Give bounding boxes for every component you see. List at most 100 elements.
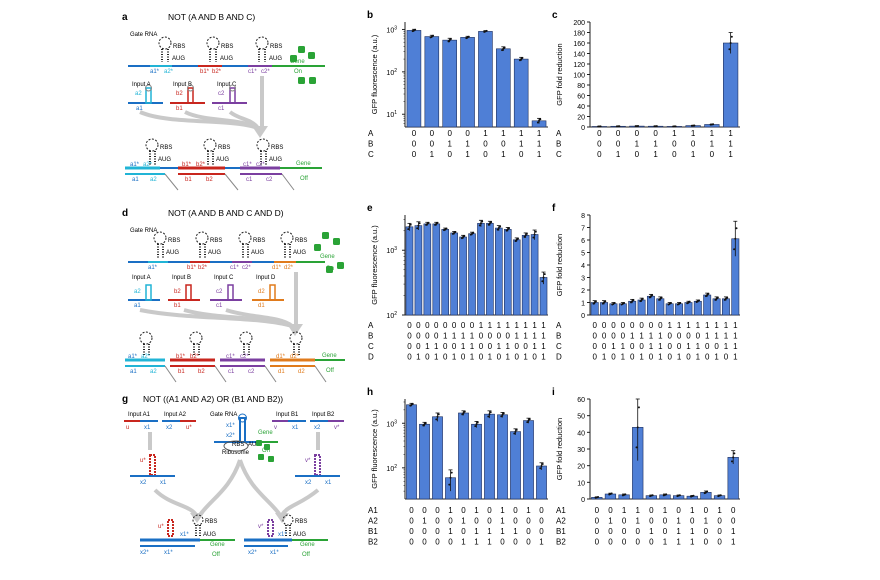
seg-label: c2 [216, 289, 223, 295]
bar [684, 302, 693, 316]
seg-label: a1* [150, 69, 160, 75]
aug-label: AUG [269, 56, 282, 62]
row-value: 1 [532, 332, 537, 341]
seg-label: b2* [198, 265, 208, 271]
data-point [448, 483, 451, 486]
seg-label: a2 [150, 177, 157, 183]
row-value: 0 [611, 353, 616, 362]
seg-label: x1 [325, 480, 332, 486]
row-value: 0 [649, 517, 654, 526]
gene-label: Gene [290, 59, 305, 65]
row-label: A1 [368, 506, 378, 515]
data-point [594, 300, 597, 303]
seg-label: d2 [298, 369, 305, 375]
row-value: 1 [611, 342, 616, 351]
data-point [461, 413, 464, 416]
row-value: 1 [672, 129, 677, 138]
row-value: 1 [519, 140, 524, 149]
bar [406, 30, 422, 128]
row-value: 1 [676, 527, 681, 536]
bar [675, 303, 684, 316]
row-value: 0 [422, 538, 427, 547]
gene-label: Gene [300, 542, 315, 548]
row-label: D [368, 353, 374, 362]
aug-label: AUG [166, 250, 179, 256]
row-value: 0 [595, 517, 600, 526]
row-value: 0 [448, 538, 453, 547]
row-value: 1 [537, 129, 542, 138]
row-value: 0 [465, 129, 470, 138]
data-point [712, 123, 715, 126]
data-point [523, 235, 526, 238]
row-value: 0 [676, 506, 681, 515]
data-point [496, 228, 499, 231]
row-value: 0 [409, 538, 414, 547]
bar [486, 223, 494, 316]
data-point [688, 300, 691, 303]
row-value: 1 [724, 321, 729, 330]
panel-g-complex-right: RBS AUG v* x1* x2* x1* Gene Off [244, 514, 328, 558]
input-c-strand: c2 c1 [212, 84, 247, 112]
bar [468, 233, 476, 316]
seg-label: b1* [187, 265, 197, 271]
row-value: 0 [532, 353, 537, 362]
row-value: 0 [425, 332, 430, 341]
off-label: Off [326, 368, 334, 374]
y-tick-label: 7 [581, 226, 585, 233]
row-value: 1 [653, 140, 658, 149]
row-value: 0 [630, 342, 635, 351]
row-value: 1 [541, 332, 546, 341]
data-point [427, 221, 430, 224]
data-point [733, 248, 736, 251]
seg-label: c1 [218, 106, 225, 112]
row-value: 1 [636, 506, 641, 515]
row-label: B [368, 332, 373, 341]
y-tick-label: 102 [386, 464, 397, 473]
row-value: 0 [649, 321, 654, 330]
gene-label: Gene [320, 254, 335, 260]
row-value: 1 [667, 321, 672, 330]
bar [441, 229, 450, 316]
y-tick-label: 20 [577, 115, 585, 122]
data-point [730, 460, 733, 463]
row-value: 1 [474, 506, 479, 515]
row-label: A1 [556, 506, 566, 515]
bar [458, 412, 469, 500]
row-value: 1 [704, 517, 709, 526]
row-value: 1 [541, 321, 546, 330]
data-point [534, 230, 537, 233]
row-value: 0 [526, 538, 531, 547]
data-point [478, 224, 481, 227]
row-value: 0 [435, 538, 440, 547]
row-value: 0 [667, 332, 672, 341]
seg-label: a2* [164, 69, 174, 75]
row-value: 1 [686, 342, 691, 351]
aug-label: AUG [172, 56, 185, 62]
data-point [488, 413, 491, 416]
row-value: 1 [728, 140, 733, 149]
row-value: 1 [448, 506, 453, 515]
data-point [536, 121, 539, 124]
row-value: 1 [728, 150, 733, 159]
row-value: 1 [416, 353, 421, 362]
seg-label: b2* [196, 162, 206, 168]
row-value: 1 [470, 332, 475, 341]
row-value: 0 [690, 517, 695, 526]
data-point [660, 296, 663, 299]
row-value: 0 [602, 332, 607, 341]
row-value: 1 [452, 332, 457, 341]
y-axis-label: GFP fold reduction [555, 234, 564, 296]
row-value: 1 [523, 353, 528, 362]
aug-label: AUG [216, 157, 229, 163]
data-point [411, 402, 414, 405]
row-value: 0 [461, 527, 466, 536]
row-value: 0 [409, 506, 414, 515]
panel-a-hairpin-1: RBS AUG [158, 36, 185, 62]
data-point [532, 236, 535, 239]
data-point [669, 302, 672, 304]
row-value: 0 [434, 332, 439, 341]
row-value: 1 [686, 321, 691, 330]
aug-label: AUG [251, 250, 264, 256]
data-point [414, 28, 417, 31]
